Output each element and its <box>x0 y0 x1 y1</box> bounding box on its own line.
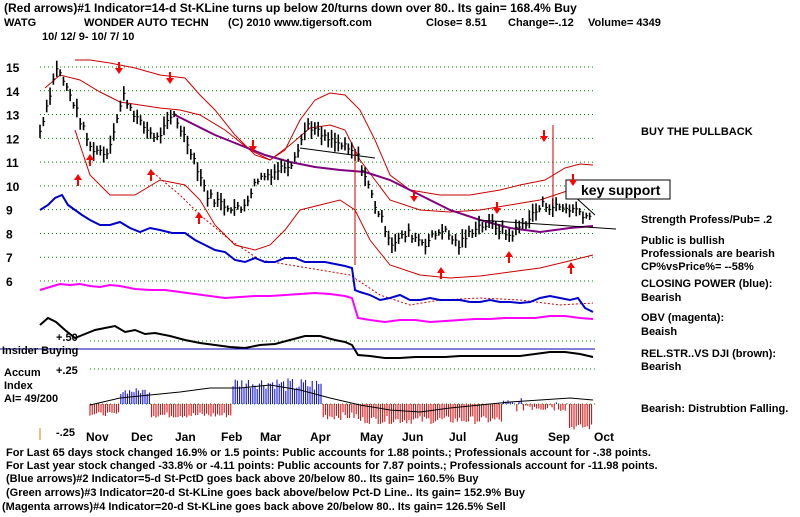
key-support-box <box>565 179 671 200</box>
sell-arrow-icon <box>115 62 123 74</box>
x-tick-jun: Jun <box>402 430 423 444</box>
insider-buying-label: Insider Buying <box>2 345 78 357</box>
buy-arrow-icon <box>195 212 203 224</box>
x-tick-oct: Oct <box>594 430 614 444</box>
distribution-label: Bearish: Distrubtion Falling. <box>641 403 788 415</box>
sell-arrow-icon <box>493 202 501 214</box>
closing-power-line <box>39 193 594 313</box>
ticker-label: WATG <box>4 17 36 29</box>
company-label: WONDER AUTO TECHN <box>84 17 209 29</box>
lower-dotted-band-line <box>149 169 594 306</box>
change-label: Change=-.12 <box>508 17 574 29</box>
footer-line-2: For Last year stock changed -33.8% or -4… <box>6 460 658 472</box>
header-indicator-1: (Red arrows)#1 Indicator=14-d St-KLine t… <box>4 1 577 15</box>
x-tick-nov: Nov <box>86 430 109 444</box>
x-tick-apr: Apr <box>310 430 331 444</box>
footer-line-1: For Last 65 days stock changed 16.9% or … <box>6 447 651 459</box>
resistance-trendline <box>299 147 376 159</box>
sell-arrow-icon <box>410 190 418 202</box>
x-tick-sep: Sep <box>548 430 570 444</box>
x-tick-mar: Mar <box>260 430 282 444</box>
relstr-label: REL.STR..VS DJI (brown): <box>641 348 776 360</box>
buy-arrow-icon <box>567 262 575 274</box>
y-axis-labels: 15 14 13 12 11 10 9 8 7 6 <box>6 61 20 289</box>
accum-label-3: AI= 49/200 <box>4 393 58 405</box>
lower-band-line <box>74 129 594 279</box>
sell-arrow-icon <box>569 174 577 186</box>
y-tick-11: 11 <box>6 156 19 170</box>
upper-band-line <box>75 59 594 196</box>
x-tick-dec: Dec <box>131 430 153 444</box>
accum-moving-average <box>89 384 594 413</box>
relstr-state: Bearish <box>641 361 682 373</box>
x-tick-may: May <box>360 430 384 444</box>
accum-label-1: Accum <box>4 367 41 379</box>
x-tick-feb: Feb <box>221 430 242 444</box>
buy-the-pullback: BUY THE PULLBACK <box>641 126 753 138</box>
support-trendline <box>477 219 617 230</box>
footer-line-3: (Blue arrows)#2 Indicator=5-d St-PctD go… <box>6 473 479 485</box>
x-tick-jul: Jul <box>449 430 466 444</box>
accum-tick-neg025: -.25 <box>56 427 75 439</box>
closing-power-label: CLOSING POWER (blue): <box>641 278 772 290</box>
y-tick-12: 12 <box>6 132 20 146</box>
upper-inner-band-line <box>44 74 594 213</box>
copyright-label: (C) 2010 www.tigersoft.com <box>228 17 372 29</box>
x-tick-jan: Jan <box>175 430 196 444</box>
y-tick-9: 9 <box>6 204 13 218</box>
y-tick-14: 14 <box>6 85 20 99</box>
sell-arrow-icon <box>249 140 257 152</box>
buy-arrow-icon <box>437 267 445 279</box>
cp-vs-price: CP%vsPrice%= --58% <box>641 261 754 273</box>
public-bullish: Public is bullish <box>641 235 725 247</box>
sell-arrow-icon <box>166 72 174 84</box>
footer-line-4: (Green arrows)#3 Indicator=20-d St-KLine… <box>6 487 526 499</box>
signal-arrows <box>74 62 577 279</box>
y-tick-13: 13 <box>6 109 20 123</box>
professionals-bearish: Professionals are bearish <box>641 248 775 260</box>
y-tick-15: 15 <box>6 61 20 75</box>
obv-label: OBV (magenta): <box>641 312 724 324</box>
accum-tick-050: +.50 <box>56 332 78 344</box>
obv-state: Beaish <box>641 326 677 338</box>
strength-ratio: Strength Profess/Pub= .2 <box>641 214 772 226</box>
footer-line-5: (Magenta arrows)#4 Indicator=20-d St-KLi… <box>2 501 506 513</box>
y-tick-8: 8 <box>6 227 13 241</box>
buy-arrow-icon <box>74 174 82 186</box>
y-tick-10: 10 <box>6 180 20 194</box>
sell-arrow-icon <box>540 130 548 142</box>
price-bars <box>39 60 592 255</box>
x-axis-labels: Nov Dec Jan Feb Mar Apr May Jun Jul Aug Sep Oct <box>86 430 614 444</box>
key-support-label: key support <box>581 182 661 198</box>
accum-tick-025: +.25 <box>56 365 78 377</box>
buy-arrow-icon <box>86 154 94 166</box>
accum-label-2: Index <box>4 380 34 392</box>
volume-label: Volume= 4349 <box>588 17 661 29</box>
y-tick-7: 7 <box>6 251 13 265</box>
relative-strength-line <box>39 316 594 359</box>
y-tick-6: 6 <box>6 275 13 289</box>
obv-line <box>39 282 594 324</box>
buy-arrow-icon <box>505 251 513 263</box>
buy-arrow-icon <box>147 169 155 181</box>
date-range-label: 10/ 12/ 9- 10/ 7/ 10 <box>42 31 134 43</box>
close-label: Close= 8.51 <box>426 17 487 29</box>
closing-power-state: Bearish <box>641 292 682 304</box>
x-tick-aug: Aug <box>495 430 518 444</box>
